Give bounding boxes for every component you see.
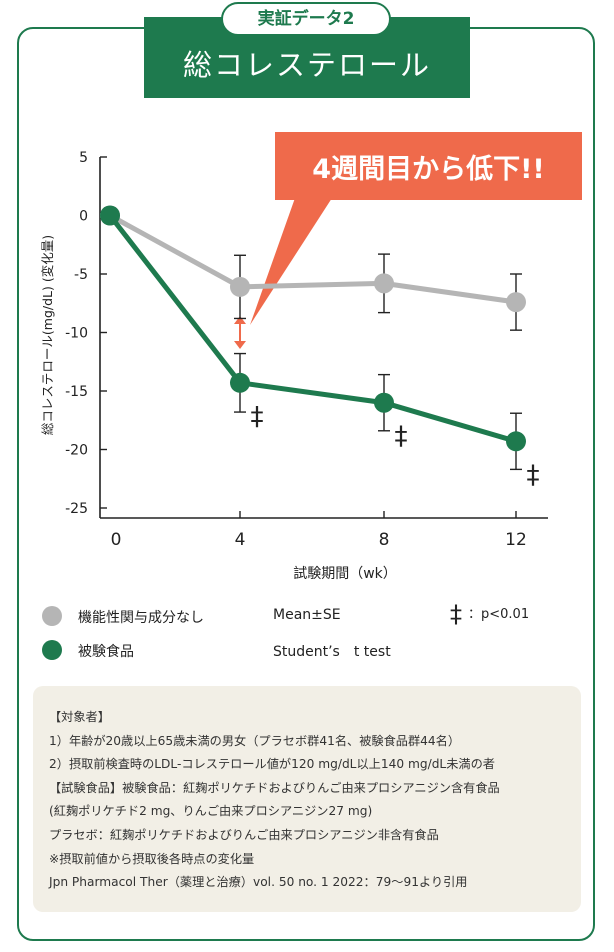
significance-symbol: ‡	[450, 600, 462, 628]
series-line	[108, 213, 517, 444]
data-point	[374, 273, 394, 294]
data-point	[506, 431, 526, 452]
legend-label-test: 被験食品	[78, 644, 134, 660]
data-point	[230, 372, 250, 393]
significance-mark: ‡	[395, 422, 408, 452]
y-axis-label: 総コレステロール(mg/dL) (変化量)	[40, 235, 55, 435]
significance-label: ：p<0.01	[468, 607, 530, 622]
significance-mark: ‡	[527, 460, 540, 490]
legend-dot-placebo	[42, 606, 62, 626]
note-line: 2）摂取前検査時のLDL-コレステロール値が120 mg/dL以上140 mg/…	[49, 757, 495, 772]
y-tick-label: -20	[65, 443, 88, 459]
note-line: 【対象者】	[49, 710, 110, 724]
x-tick-label: 8	[379, 530, 390, 550]
y-tick-label: -10	[65, 326, 88, 342]
study-notes: 【対象者】 1）年齢が20歳以上65歳未満の男女（プラセボ群41名、被験食品群4…	[33, 686, 581, 912]
note-line: プラセボ：紅麹ポリケチドおよびりんご由来プロシアニジン非含有食品	[49, 827, 439, 842]
y-tick-label: -5	[74, 267, 88, 283]
significance-mark: ‡	[251, 402, 264, 432]
y-tick-label: -15	[65, 384, 88, 400]
y-tick-label: -25	[65, 501, 88, 517]
data-point	[230, 276, 250, 297]
data-point	[374, 392, 394, 413]
stat-method-mean: Mean±SE	[273, 607, 341, 623]
note-line: ※摂取前値から摂取後各時点の変化量	[49, 851, 255, 866]
note-line: 【試験食品】被験食品：紅麹ポリケチドおよびりんご由来プロシアニジン含有食品	[49, 780, 500, 795]
x-axis-label: 試験期間（wk）	[293, 566, 397, 582]
note-line: (紅麹ポリケチド2 mg、りんご由来プロシアニジン27 mg)	[49, 804, 373, 819]
legend: 機能性関与成分なし 被験食品 Mean±SE Student’s t test …	[40, 600, 580, 670]
series-test: ‡ ‡ ‡	[100, 205, 540, 490]
y-tick-label: 0	[79, 209, 88, 225]
callout-pointer	[250, 198, 332, 325]
x-tick-label: 12	[505, 530, 527, 550]
data-point	[100, 205, 120, 226]
x-tick-label: 0	[111, 530, 122, 550]
chart: 4週間目から低下!! 5 0 -5 -10 -15 -20 -25 0 4 8 12 試験期間（w…	[40, 132, 582, 582]
y-tick-label: 5	[79, 150, 88, 166]
note-line: 1）年齢が20歳以上65歳未満の男女（プラセボ群41名、被験食品群44名）	[49, 733, 461, 748]
stat-method-test: Student’s t test	[273, 644, 391, 660]
badge: 実証データ2	[221, 2, 391, 36]
legend-dot-test	[42, 640, 62, 660]
legend-label-placebo: 機能性関与成分なし	[78, 610, 204, 626]
data-point	[506, 292, 526, 313]
note-line: Jpn Pharmacol Ther（薬理と治療）vol. 50 no. 1 2…	[49, 875, 468, 890]
callout-text: 4週間目から低下!!	[312, 154, 544, 185]
series-line	[108, 213, 517, 305]
difference-arrow	[234, 316, 246, 349]
x-tick-label: 4	[235, 530, 246, 550]
callout-box	[275, 132, 582, 200]
